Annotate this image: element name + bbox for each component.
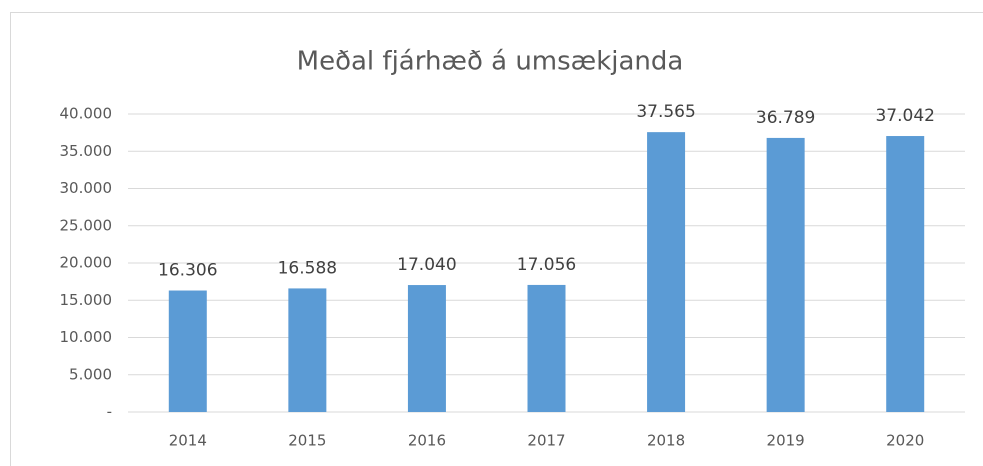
x-tick-label: 2016 bbox=[408, 432, 446, 450]
chart-border bbox=[10, 12, 983, 466]
y-tick-label: 40.000 bbox=[60, 105, 113, 123]
x-tick-label: 2015 bbox=[288, 432, 326, 450]
bar bbox=[647, 132, 686, 412]
y-tick-label: 30.000 bbox=[60, 179, 113, 197]
data-label: 17.040 bbox=[397, 255, 456, 275]
y-tick-label: 5.000 bbox=[69, 365, 112, 383]
bar bbox=[886, 136, 925, 412]
y-tick-label: 10.000 bbox=[60, 328, 113, 346]
y-tick-label: 20.000 bbox=[60, 254, 113, 272]
bar bbox=[527, 284, 566, 412]
x-tick-label: 2017 bbox=[527, 432, 565, 450]
y-tick-label: - bbox=[107, 403, 112, 421]
bar bbox=[168, 290, 207, 412]
chart-title: Meðal fjárhæð á umsækjanda bbox=[297, 47, 684, 77]
y-tick-label: 15.000 bbox=[60, 291, 113, 309]
x-tick-label: 2014 bbox=[169, 432, 207, 450]
bar bbox=[407, 285, 446, 412]
data-label: 36.789 bbox=[756, 108, 815, 128]
data-label: 37.565 bbox=[636, 102, 695, 122]
x-tick-label: 2020 bbox=[886, 432, 924, 450]
x-tick-label: 2018 bbox=[647, 432, 685, 450]
x-tick-label: 2019 bbox=[767, 432, 805, 450]
data-label: 37.042 bbox=[875, 106, 934, 126]
bar bbox=[288, 288, 327, 412]
data-label: 16.306 bbox=[158, 261, 217, 281]
data-label: 16.588 bbox=[278, 258, 337, 278]
y-tick-label: 35.000 bbox=[60, 142, 113, 160]
bar bbox=[766, 137, 805, 413]
y-tick-label: 25.000 bbox=[60, 216, 113, 234]
data-label: 17.056 bbox=[517, 255, 576, 275]
